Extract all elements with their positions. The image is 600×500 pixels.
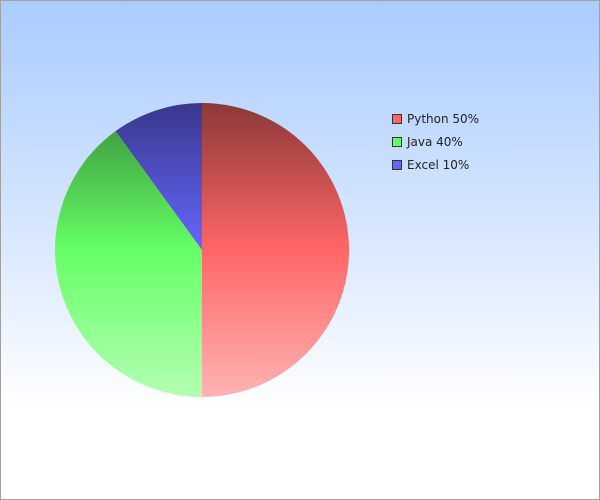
pie-slice-java — [55, 131, 203, 397]
legend: Python 50% Java 40% Excel 10% — [392, 107, 479, 176]
legend-item-excel: Excel 10% — [392, 153, 479, 176]
pie-slice-excel — [115, 103, 202, 250]
pie-slice-python — [202, 103, 349, 397]
pie-slices — [55, 103, 349, 397]
legend-item-java: Java 40% — [392, 130, 479, 153]
legend-label-java: Java 40% — [407, 134, 463, 149]
legend-label-excel: Excel 10% — [407, 157, 470, 172]
legend-label-python: Python 50% — [407, 111, 480, 126]
legend-swatch-python — [392, 113, 402, 124]
legend-item-python: Python 50% — [392, 107, 479, 130]
legend-swatch-java — [392, 136, 402, 147]
legend-swatch-excel — [392, 159, 402, 170]
